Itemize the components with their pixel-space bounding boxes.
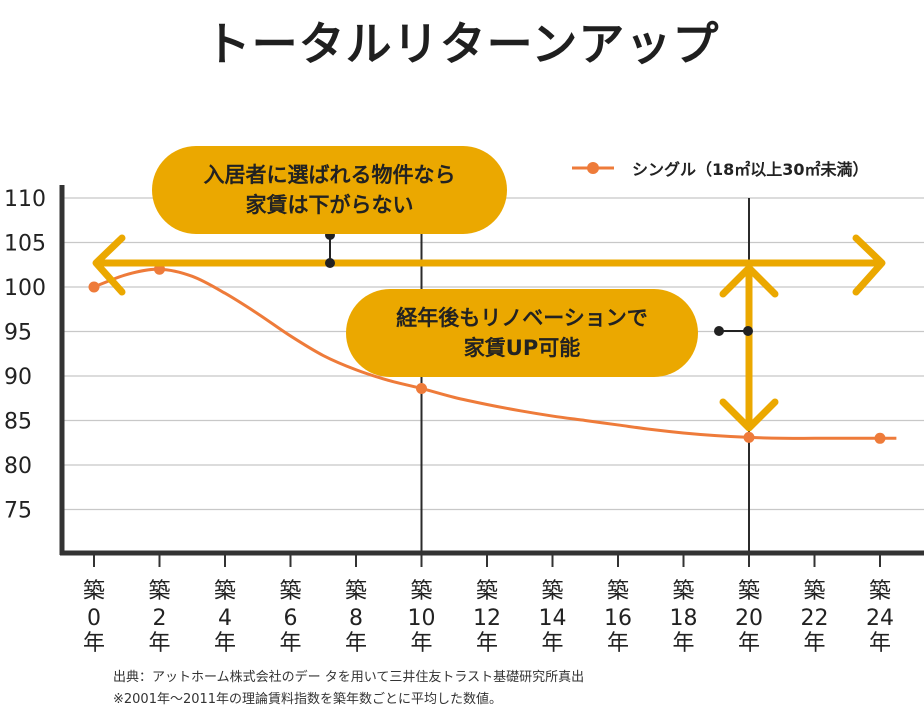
x-tick-label: 年 [869, 631, 891, 656]
x-tick-label: 年 [672, 631, 694, 656]
series-layer [88, 263, 897, 444]
series-line [93, 267, 897, 440]
x-tick-label: 年 [803, 631, 825, 656]
x-tick-label: 年 [214, 631, 236, 656]
y-tick-label: 90 [4, 365, 32, 390]
x-tick-label: 築 [803, 579, 825, 604]
y-tick-label: 110 [4, 187, 46, 212]
callout-bubble-1 [152, 146, 507, 234]
x-tick-label: 築 [279, 579, 301, 604]
legend: シングル（18㎡以上30㎡未満） [572, 160, 869, 179]
source-note: 出典：アットホーム株式会社のデー タを用いて三井住友トラスト基礎研究所真出 [113, 670, 585, 685]
x-tick-label: 築 [410, 579, 432, 604]
y-tick-label: 80 [4, 454, 32, 479]
callout-bubble-1-text: 家賃は下がらない [246, 193, 414, 217]
x-tick-label: 20 [735, 606, 763, 631]
callout-bubble-2-text: 経年後もリノベーションで [396, 306, 648, 330]
y-tick-label: 100 [4, 276, 46, 301]
callout-dot [325, 258, 335, 268]
x-tick-label: 8 [349, 606, 363, 631]
x-axis: 築0年築2年築4年築6年築8年築10年築12年築14年築16年築18年築20年築… [60, 550, 924, 656]
up-arrowhead [719, 264, 779, 298]
data-point [88, 281, 100, 293]
x-tick-label: 年 [738, 631, 760, 656]
x-tick-label: 22 [801, 606, 829, 631]
down-arrowhead [719, 398, 779, 432]
x-tick-label: 年 [83, 631, 105, 656]
x-tick-label: 年 [607, 631, 629, 656]
x-tick-label: 築 [738, 579, 760, 604]
x-tick-label: 24 [866, 606, 894, 631]
x-tick-label: 年 [148, 631, 170, 656]
y-tick-label: 85 [4, 410, 32, 435]
y-tick-label: 95 [4, 321, 32, 346]
x-tick-label: 築 [672, 579, 694, 604]
chart-title: トータルリターンアップ [204, 17, 720, 71]
x-tick-label: 年 [410, 631, 432, 656]
x-tick-label: 築 [345, 579, 367, 604]
data-point [743, 431, 755, 443]
callout-bubble-2-text: 家賃UP可能 [464, 336, 580, 360]
x-tick-label: 16 [604, 606, 632, 631]
legend-label: シングル（18㎡以上30㎡未満） [632, 160, 869, 179]
x-tick-label: 2 [153, 606, 167, 631]
x-tick-label: 12 [473, 606, 501, 631]
x-tick-label: 4 [218, 606, 232, 631]
y-axis: 110 105 100 95 90 85 80 75 [4, 185, 65, 555]
x-tick-label: 築 [476, 579, 498, 604]
x-tick-label: 築 [214, 579, 236, 604]
data-point [874, 432, 886, 444]
x-tick-label: 10 [408, 606, 436, 631]
x-tick-label: 築 [869, 579, 891, 604]
x-tick-label: 年 [279, 631, 301, 656]
y-tick-label: 75 [4, 499, 32, 524]
y-tick-label: 105 [4, 232, 46, 257]
data-point [416, 382, 427, 394]
x-tick-label: 築 [541, 579, 563, 604]
x-tick-label: 14 [539, 606, 567, 631]
x-tick-label: 築 [607, 579, 629, 604]
x-tick-label: 築 [148, 579, 170, 604]
x-tick-label: 年 [476, 631, 498, 656]
legend-swatch-marker [587, 162, 599, 174]
x-tick-label: 年 [345, 631, 367, 656]
callout-dot [743, 326, 753, 336]
arrow-layer [92, 230, 886, 432]
x-tick-label: 年 [541, 631, 563, 656]
footnote: ※2001年〜2011年の理論賃料指数を築年数ごとに平均した数値。 [113, 692, 503, 707]
x-tick-label: 0 [87, 606, 101, 631]
callout-bubble-2 [346, 289, 698, 377]
x-tick-label: 18 [670, 606, 698, 631]
left-arrowhead [92, 234, 126, 296]
right-arrowhead [852, 234, 886, 296]
x-tick-label: 6 [284, 606, 298, 631]
callout-bubble-1-text: 入居者に選ばれる物件なら [204, 163, 456, 187]
callout-dot [714, 326, 724, 336]
x-tick-label: 築 [83, 579, 105, 604]
